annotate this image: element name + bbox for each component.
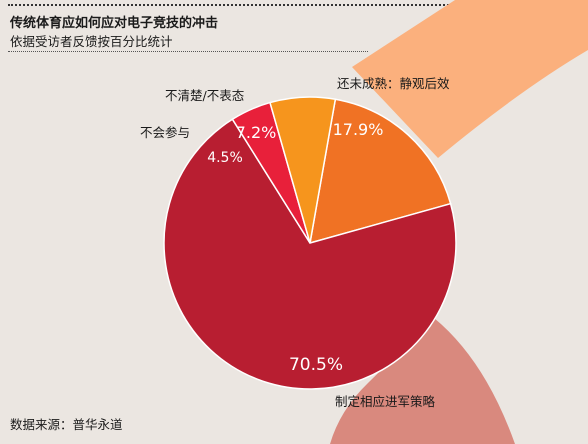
chart-title: 传统体育应如何应对电子竞技的冲击 (10, 16, 219, 31)
decorative-band-upper (352, 0, 588, 158)
chart-subtitle: 依据受访者反馈按百分比统计 (10, 34, 173, 49)
pie-value-label-1: 70.5% (289, 355, 343, 375)
pie-category-label-1: 制定相应进军策略 (335, 394, 436, 409)
pie-value-label-0: 17.9% (333, 120, 384, 139)
pie-value-label-2: 4.5% (207, 150, 243, 166)
pie-category-label-2: 不会参与 (140, 125, 190, 140)
pie-slice-1 (163, 118, 457, 390)
pie-slices (163, 96, 457, 390)
data-source: 数据来源：普华永道 (10, 417, 123, 432)
pie-slice-0 (309, 98, 452, 245)
pie-slice-3 (269, 96, 337, 244)
pie-value-labels: 17.9% 70.5% 4.5% 7.2% (207, 120, 383, 375)
subtitle-rule (8, 51, 368, 52)
pie-category-label-0: 还未成熟：静观后效 (337, 76, 450, 91)
pie-value-label-3: 7.2% (236, 123, 277, 142)
pie-category-label-3: 不清楚/不表态 (165, 88, 244, 103)
decorative-band-lower (330, 318, 515, 444)
top-rule (8, 4, 584, 6)
